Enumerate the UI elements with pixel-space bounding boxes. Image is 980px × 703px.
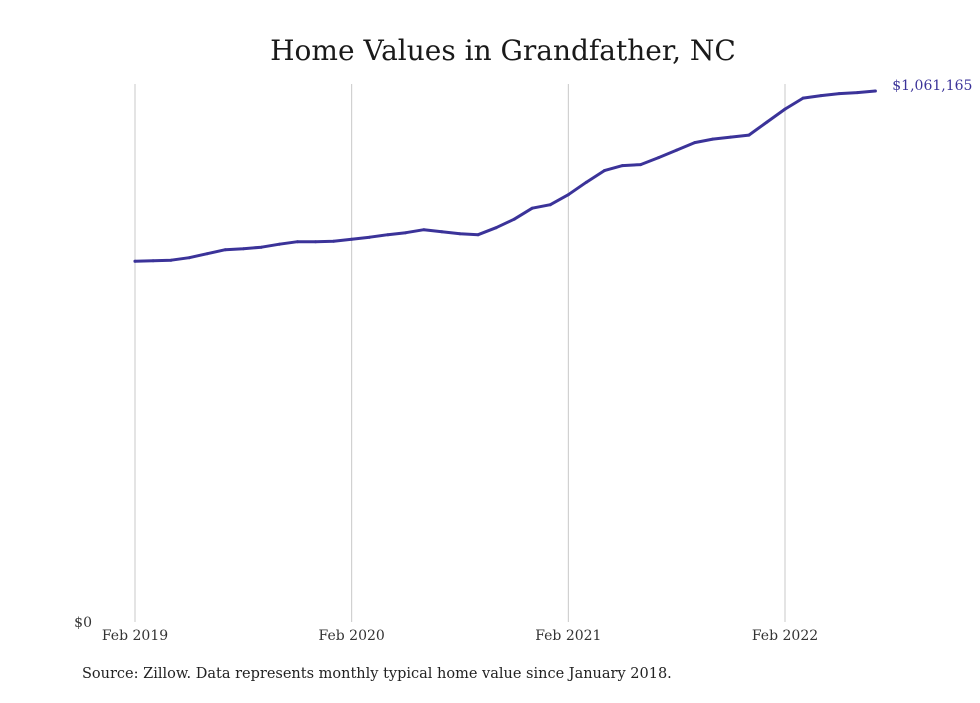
data-point (169, 258, 173, 262)
x-tick-label: Feb 2021 (535, 628, 601, 644)
data-point (404, 231, 408, 235)
data-point (837, 92, 841, 96)
data-point (729, 135, 733, 139)
x-tick-label: Feb 2020 (319, 628, 385, 644)
data-point (494, 226, 498, 230)
data-point (873, 89, 877, 93)
data-point (205, 252, 209, 256)
series-layer (133, 89, 877, 263)
data-point (747, 133, 751, 137)
grid-layer (134, 84, 786, 622)
data-point (621, 164, 624, 168)
data-point (296, 240, 299, 244)
data-point (566, 193, 570, 197)
data-point (422, 228, 426, 232)
data-point (133, 259, 137, 263)
data-point (440, 230, 444, 234)
data-point (259, 245, 263, 249)
data-point (241, 247, 245, 251)
chart-title: Home Values in Grandfather, NC (270, 34, 736, 67)
data-point (332, 239, 336, 243)
data-point (675, 148, 679, 152)
data-point (350, 237, 354, 241)
data-point (657, 156, 661, 160)
data-point (314, 240, 318, 244)
data-point (368, 235, 372, 239)
data-point (783, 107, 787, 111)
data-point (602, 169, 606, 173)
end-value-label: $1,061,165 (892, 78, 972, 94)
x-tick-label: Feb 2022 (752, 628, 818, 644)
data-point (819, 94, 823, 98)
data-point (512, 217, 516, 221)
y-tick-label: $0 (74, 615, 92, 631)
x-tick-label: Feb 2019 (102, 628, 168, 644)
data-point (187, 256, 191, 260)
data-point (765, 120, 769, 124)
data-point (277, 242, 281, 246)
data-point (530, 206, 534, 210)
source-note: Source: Zillow. Data represents monthly … (82, 666, 672, 682)
data-point (548, 203, 552, 207)
series-line (133, 89, 877, 263)
data-point (693, 141, 697, 145)
data-point (584, 180, 588, 184)
data-point (151, 259, 155, 263)
label-layer: Feb 2019 Feb 2020 Feb 2021 Feb 2022 $0 $1,061… (74, 78, 972, 644)
data-point (801, 96, 805, 100)
data-point (476, 233, 480, 237)
data-point (639, 163, 643, 167)
data-point (458, 232, 462, 236)
data-point (223, 248, 227, 252)
data-point (386, 233, 390, 237)
data-point (711, 137, 715, 141)
data-point (855, 91, 859, 95)
